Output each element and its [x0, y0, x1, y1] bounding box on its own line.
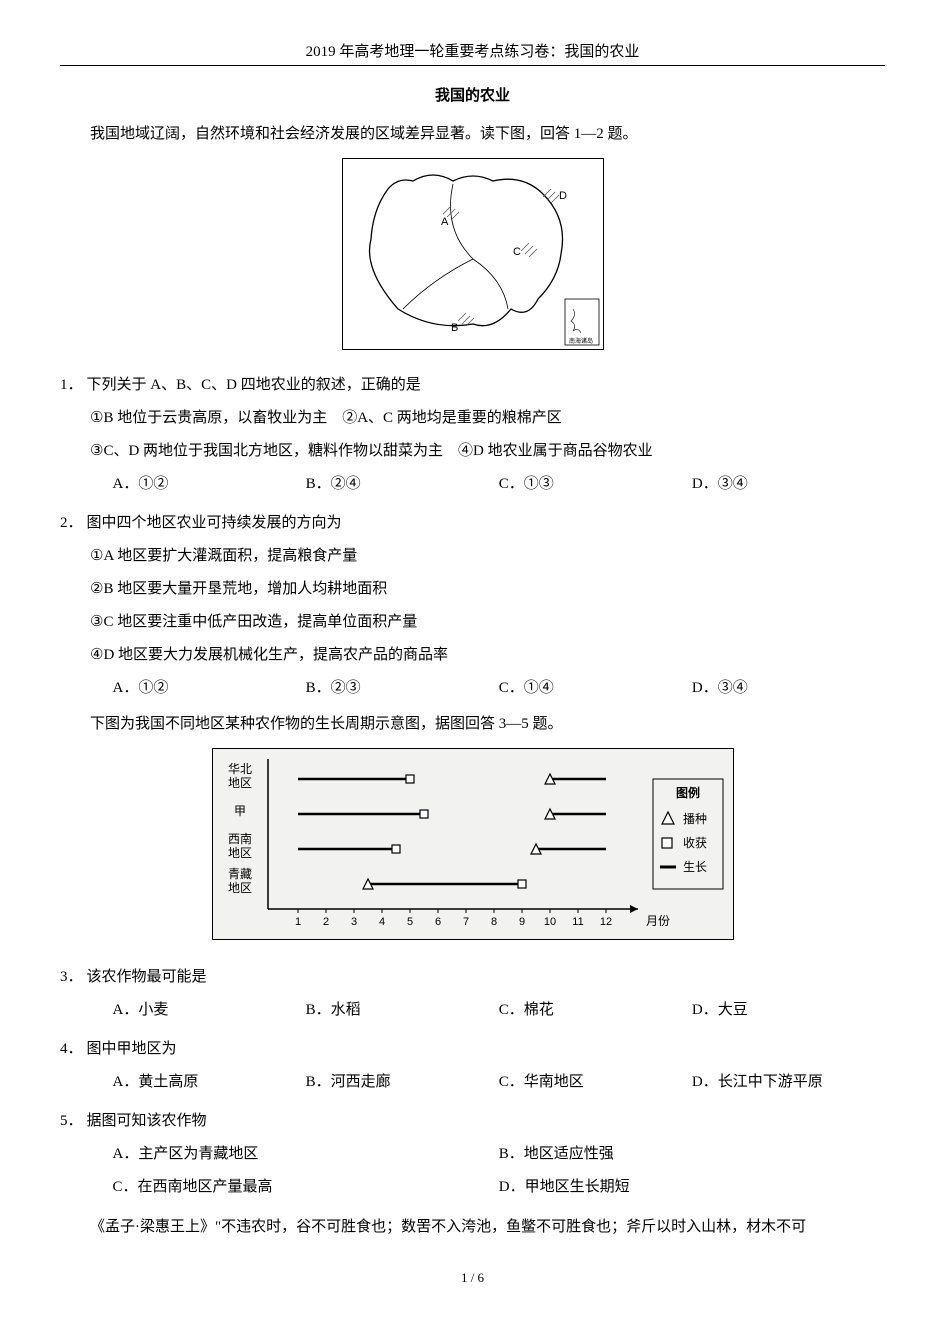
svg-text:8: 8 [490, 916, 496, 928]
svg-text:5: 5 [406, 916, 412, 928]
x-axis-label: 月份 [646, 914, 670, 928]
q4-opt-c: C．华南地区 [499, 1066, 692, 1099]
q3-opt-b: B．水稻 [306, 994, 499, 1027]
q5-opt-a: A．主产区为青藏地区 [113, 1138, 499, 1171]
svg-text:10: 10 [543, 916, 555, 928]
q1-line-1: ①B 地位于云贵高原，以畜牧业为主 ②A、C 两地均是重要的粮棉产区 [60, 402, 885, 435]
q3-opt-d: D．大豆 [692, 994, 885, 1027]
intro-2: 下图为我国不同地区某种农作物的生长周期示意图，据图回答 3—5 题。 [60, 711, 885, 738]
svg-text:2: 2 [322, 916, 328, 928]
china-map: A B C D 南海诸岛 [342, 158, 604, 350]
growth-chart: 1 2 3 4 5 6 7 8 9 10 11 12 月份 [60, 748, 885, 945]
q5-opt-c: C．在西南地区产量最高 [113, 1171, 499, 1204]
question-5: 5． 据图可知该农作物 A．主产区为青藏地区 B．地区适应性强 C．在西南地区产… [60, 1105, 885, 1204]
closing-paragraph: 《孟子·梁惠王上》"不违农时，谷不可胜食也；数罟不入洿池，鱼鳖不可胜食也；斧斤以… [60, 1212, 885, 1242]
q3-stem: 该农作物最可能是 [87, 961, 207, 994]
svg-text:1: 1 [294, 916, 300, 928]
map-label-d: D [559, 190, 567, 202]
q4-number: 4． [60, 1033, 83, 1066]
q2-stem: 图中四个地区农业可持续发展的方向为 [87, 507, 342, 540]
q3-opt-a: A．小麦 [113, 994, 306, 1027]
q4-opt-a: A．黄土高原 [113, 1066, 306, 1099]
q2-number: 2． [60, 507, 83, 540]
q2-opt-c: C．①④ [499, 672, 692, 705]
q1-line-2: ③C、D 两地位于我国北方地区，糖料作物以甜菜为主 ④D 地农业属于商品谷物农业 [60, 435, 885, 468]
question-3: 3． 该农作物最可能是 A．小麦 B．水稻 C．棉花 D．大豆 [60, 961, 885, 1027]
q4-opt-b: B．河西走廊 [306, 1066, 499, 1099]
ylab-2a: 甲 [233, 804, 245, 818]
crop-cycle-chart: 1 2 3 4 5 6 7 8 9 10 11 12 月份 [212, 748, 734, 940]
intro-1: 我国地域辽阔，自然环境和社会经济发展的区域差异显著。读下图，回答 1—2 题。 [60, 121, 885, 148]
q2-line-2: ②B 地区要大量开垦荒地，增加人均耕地面积 [60, 573, 885, 606]
q5-opt-d: D．甲地区生长期短 [499, 1171, 885, 1204]
map-label-b: B [451, 322, 458, 334]
q1-number: 1． [60, 369, 83, 402]
q4-stem: 图中甲地区为 [87, 1033, 177, 1066]
question-4: 4． 图中甲地区为 A．黄土高原 B．河西走廊 C．华南地区 D．长江中下游平原 [60, 1033, 885, 1099]
q3-number: 3． [60, 961, 83, 994]
q1-opt-d: D．③④ [692, 468, 885, 501]
map-inset-label: 南海诸岛 [569, 337, 593, 345]
q3-opt-c: C．棉花 [499, 994, 692, 1027]
svg-text:7: 7 [462, 916, 468, 928]
ylab-4b: 地区 [227, 881, 251, 895]
q1-opt-a: A．①② [113, 468, 306, 501]
map-label-a: A [441, 216, 449, 228]
map-label-c: C [513, 246, 521, 258]
q1-opt-b: B．②④ [306, 468, 499, 501]
map-figure: A B C D 南海诸岛 [60, 158, 885, 355]
legend-harvest: 收获 [683, 836, 707, 850]
ylab-1a: 华北 [227, 762, 251, 776]
q2-line-3: ③C 地区要注重中低产田改造，提高单位面积产量 [60, 606, 885, 639]
svg-text:9: 9 [518, 916, 524, 928]
ylab-3a: 西南 [227, 831, 251, 846]
question-2: 2． 图中四个地区农业可持续发展的方向为 ①A 地区要扩大灌溉面积，提高粮食产量… [60, 507, 885, 705]
q5-stem: 据图可知该农作物 [87, 1105, 207, 1138]
q1-stem: 下列关于 A、B、C、D 四地农业的叙述，正确的是 [87, 369, 421, 402]
ylab-4a: 青藏 [227, 867, 251, 881]
ylab-1b: 地区 [227, 776, 251, 790]
q5-number: 5． [60, 1105, 83, 1138]
map-outline [369, 175, 562, 326]
legend: 图例 播种 收获 生长 [653, 779, 723, 889]
svg-text:11: 11 [572, 916, 583, 928]
legend-sow: 播种 [683, 812, 707, 826]
doc-title: 我国的农业 [60, 84, 885, 105]
q5-opt-b: B．地区适应性强 [499, 1138, 885, 1171]
page-footer: 1 / 6 [60, 1270, 885, 1286]
q2-opt-d: D．③④ [692, 672, 885, 705]
legend-title: 图例 [675, 785, 699, 800]
svg-text:4: 4 [378, 916, 384, 928]
q2-line-1: ①A 地区要扩大灌溉面积，提高粮食产量 [60, 540, 885, 573]
svg-text:12: 12 [599, 916, 611, 928]
q2-line-4: ④D 地区要大力发展机械化生产，提高农产品的商品率 [60, 639, 885, 672]
q2-opt-a: A．①② [113, 672, 306, 705]
q4-opt-d: D．长江中下游平原 [692, 1066, 885, 1099]
question-1: 1． 下列关于 A、B、C、D 四地农业的叙述，正确的是 ①B 地位于云贵高原，… [60, 369, 885, 501]
legend-grow: 生长 [683, 860, 707, 874]
svg-text:3: 3 [350, 916, 356, 928]
ylab-3b: 地区 [227, 846, 251, 860]
q2-opt-b: B．②③ [306, 672, 499, 705]
page-header: 2019 年高考地理一轮重要考点练习卷：我国的农业 [60, 40, 885, 66]
q1-opt-c: C．①③ [499, 468, 692, 501]
svg-text:6: 6 [434, 916, 440, 928]
